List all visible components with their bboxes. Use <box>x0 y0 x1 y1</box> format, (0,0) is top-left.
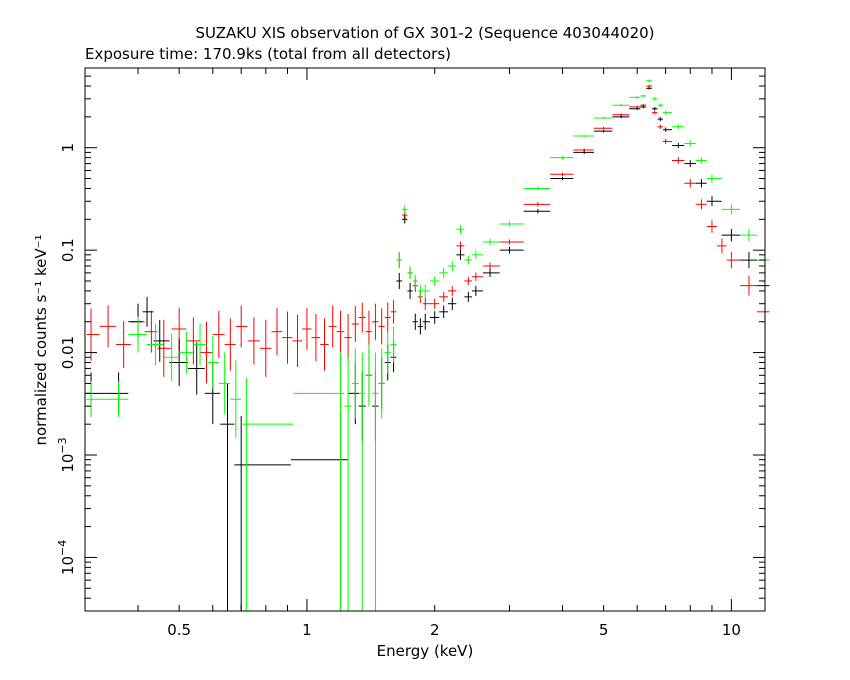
y-tick-label: 10−4 <box>56 540 77 575</box>
y-tick-label: 1 <box>59 143 77 153</box>
series-2 <box>86 79 770 611</box>
x-tick-label: 2 <box>430 621 440 639</box>
x-tick-label: 10 <box>722 621 741 639</box>
chart-title: SUZAKU XIS observation of GX 301-2 (Sequ… <box>195 24 654 42</box>
x-tick-label: 0.5 <box>167 621 191 639</box>
series-1 <box>86 87 770 611</box>
y-tick-label: 0.01 <box>59 336 77 369</box>
x-tick-label: 1 <box>302 621 312 639</box>
chart-subtitle: Exposure time: 170.9ks (total from all d… <box>85 45 451 63</box>
y-tick-label: 0.1 <box>59 238 77 262</box>
y-tick-label: 10−3 <box>56 437 77 472</box>
y-axis-label: normalized counts s⁻¹ keV⁻¹ <box>32 234 50 445</box>
series-0 <box>86 84 770 384</box>
x-axis-label: Energy (keV) <box>377 642 474 660</box>
axes-layer: 0.5 1 2 5 10 1 0.1 0.01 10−3 10−4 <box>56 67 765 639</box>
plot-frame <box>84 67 766 612</box>
series-layer <box>86 79 770 611</box>
x-tick-label: 5 <box>599 621 609 639</box>
